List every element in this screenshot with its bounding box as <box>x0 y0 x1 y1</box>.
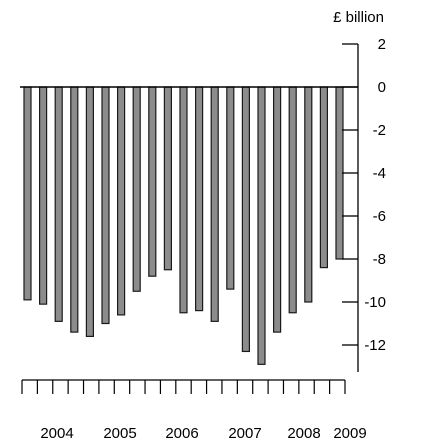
bar <box>163 86 172 271</box>
bar <box>132 86 141 292</box>
bar <box>101 86 110 325</box>
bar <box>304 86 313 303</box>
x-year-label: 2004 <box>40 425 73 442</box>
y-tick-label: 2 <box>378 36 386 53</box>
unit-label: £ billion <box>333 9 384 26</box>
bar <box>179 86 188 314</box>
y-tick-label: -6 <box>373 208 386 225</box>
bar <box>54 86 63 322</box>
x-year-label: 2009 <box>333 425 366 442</box>
bar <box>257 86 266 365</box>
bar <box>23 86 32 301</box>
bar <box>319 86 328 269</box>
y-tick-label: -2 <box>373 122 386 139</box>
bar <box>85 86 95 337</box>
y-tick-label: -10 <box>364 294 386 311</box>
y-tick-label: 0 <box>378 79 386 96</box>
x-year-label: 2007 <box>228 425 261 442</box>
y-tick-label: -8 <box>373 251 386 268</box>
bar <box>210 86 219 322</box>
bar <box>195 86 204 312</box>
bar <box>335 86 344 260</box>
y-tick-label: -12 <box>364 337 386 354</box>
x-year-label: 2006 <box>165 425 198 442</box>
axes-group: 2 0 -2 -4 -6 -8 -10 -12 2004 2005 2006 2007 2008 2009 <box>20 36 386 442</box>
bar <box>226 86 235 290</box>
bar <box>70 86 79 333</box>
bar <box>116 86 126 316</box>
y-tick-label: -4 <box>373 165 386 182</box>
x-year-label: 2005 <box>103 425 136 442</box>
bar <box>38 86 48 305</box>
bars-group <box>23 86 344 365</box>
bar <box>288 86 297 314</box>
bar <box>241 86 250 353</box>
bar <box>273 86 282 333</box>
bar <box>148 86 157 277</box>
x-year-label: 2008 <box>287 425 320 442</box>
